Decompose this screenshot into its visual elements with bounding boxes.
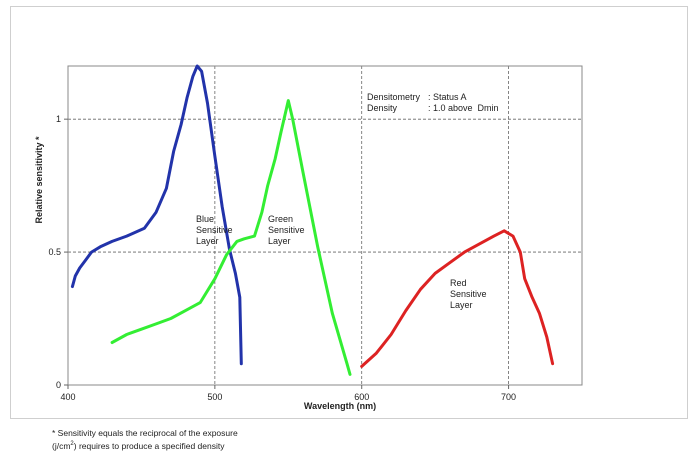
y-tick-label: 0.5 — [48, 247, 61, 257]
x-tick-label: 400 — [60, 392, 75, 402]
series-label-line: Layer — [450, 300, 473, 310]
series-label-line: Sensitive — [268, 225, 305, 235]
footnote-line-2: (j/cm2) requires to produce a specified … — [52, 439, 238, 452]
series-labels: BlueSensitiveLayerGreenSensitiveLayerRed… — [196, 214, 487, 310]
x-tick-label: 700 — [501, 392, 516, 402]
chart-frame — [10, 6, 688, 419]
footnote-line-1: * Sensitivity equals the reciprocal of t… — [52, 428, 238, 438]
x-tick-label: 600 — [354, 392, 369, 402]
annotation-density-value: : 1.0 above Dmin — [428, 103, 499, 113]
annotation-densitometry-value: : Status A — [428, 92, 467, 102]
x-axis-label: Wavelength (nm) — [304, 401, 376, 411]
series-label-line: Layer — [196, 236, 219, 246]
series-lines — [70, 64, 555, 376]
annotation-box: Densitometry : Status A Density : 1.0 ab… — [367, 92, 499, 113]
series-label-line: Layer — [268, 236, 291, 246]
series-line-blue — [70, 64, 243, 366]
y-axis-label: Relative sensitivity * — [34, 136, 44, 224]
grid-lines — [68, 66, 582, 385]
series-label-line: Sensitive — [450, 289, 487, 299]
footnote-superscript: 2 — [70, 441, 74, 447]
series-label-line: Green — [268, 214, 293, 224]
footnote-line-2-end: ) requires to produce a specified densit… — [73, 440, 225, 451]
annotation-density-label: Density — [367, 103, 398, 113]
plot-area — [67, 65, 583, 386]
footnote-line-2-start: (j/cm — [52, 440, 71, 451]
annotation-densitometry-label: Densitometry — [367, 92, 421, 102]
y-tick-label: 0 — [56, 380, 61, 390]
series-line-green — [110, 99, 352, 376]
series-line-red — [360, 229, 555, 368]
series-label-line: Blue — [196, 214, 214, 224]
x-tick-label: 500 — [207, 392, 222, 402]
y-tick-label: 1 — [56, 114, 61, 124]
axis-ticks: 400 500 600 700 0 0.5 1 — [48, 114, 516, 402]
series-label-line: Sensitive — [196, 225, 233, 235]
footnote: * Sensitivity equals the reciprocal of t… — [52, 428, 238, 452]
series-label-line: Red — [450, 278, 467, 288]
